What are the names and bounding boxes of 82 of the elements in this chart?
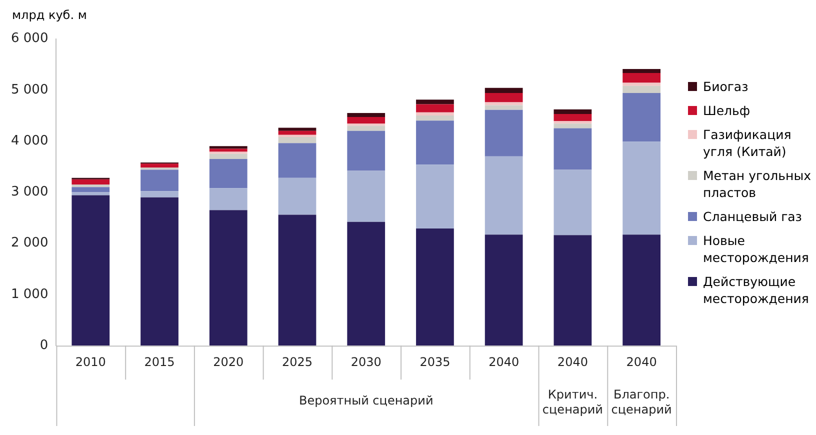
text: Критич. сценарий [542,388,603,417]
bar [347,222,386,346]
bar [347,126,386,131]
bar [622,82,661,86]
bar [622,68,661,74]
y-tick-label: 4 000 [11,133,48,148]
y-tick-label: 2 000 [11,236,48,251]
bar [484,102,523,106]
bar [554,109,592,114]
bar [140,197,178,346]
bar [209,158,248,188]
y-tick-label: 1 000 [11,286,48,302]
x-tick-label: 2030 [350,354,382,369]
y-axis-title: млрд куб. м [12,8,87,22]
bar [72,187,110,192]
bar [209,154,248,159]
y-tick-label: 5 000 [11,82,48,98]
bar [72,192,110,196]
bar [278,128,316,131]
bar [347,130,386,171]
bar [484,88,523,93]
bar [554,124,592,128]
bar [622,86,661,93]
bar [416,164,454,229]
legend-label: Новые месторождения [703,232,810,266]
bar [278,143,316,178]
bar [622,73,661,83]
bar [554,235,592,346]
x-tick-label: 2015 [144,354,175,369]
bar [278,130,316,135]
bar [209,146,248,149]
bar [347,117,386,124]
bar [484,156,523,235]
bar [622,234,661,346]
x-tick-label: 2020 [213,354,244,369]
bar [72,195,110,346]
bar [347,112,386,118]
bar [209,210,248,346]
x-tick-label: 2040 [557,354,588,369]
bar [622,93,661,142]
bar [484,93,523,102]
bar [554,121,592,124]
bar [140,191,178,198]
bar [72,184,110,188]
y-tick-label: 6 000 [11,31,48,46]
bar [209,148,248,152]
bar [484,105,523,110]
x-tick-label: 2040 [626,354,657,369]
bar [72,179,110,185]
bar [554,170,592,236]
text: Вероятный сценарий [298,394,434,408]
x-tick-label: 2035 [420,354,450,369]
bar [278,136,316,144]
bar [209,188,248,210]
bar [140,170,178,192]
y-tick-label: 0 [40,338,48,353]
legend-label: Шельф [703,102,750,119]
bar [484,110,523,156]
bar [554,114,592,122]
y-tick-label: 3 000 [11,184,48,200]
bar [416,104,454,112]
bar [416,116,454,121]
bar [140,164,178,168]
bar [416,112,454,116]
legend-label: Действующие месторождения [703,273,810,307]
x-tick-label: 2025 [282,354,313,369]
bar [416,120,454,165]
bar [347,170,386,222]
x-tick-label: 2010 [75,354,106,369]
bar [416,100,454,104]
bar [622,142,661,235]
legend-label: Газификация угля (Китай) [703,126,792,160]
bar [484,234,523,346]
text: Благопр. сценарий [611,388,672,417]
bar [416,228,454,346]
x-tick-label: 2040 [488,354,520,369]
legend-label: Биогаз [703,78,748,95]
bar [278,214,316,346]
legend-label: Метан угольных пластов [703,167,812,201]
bar [554,128,592,170]
bar [278,178,316,215]
legend-label: Сланцевый газ [703,208,802,225]
